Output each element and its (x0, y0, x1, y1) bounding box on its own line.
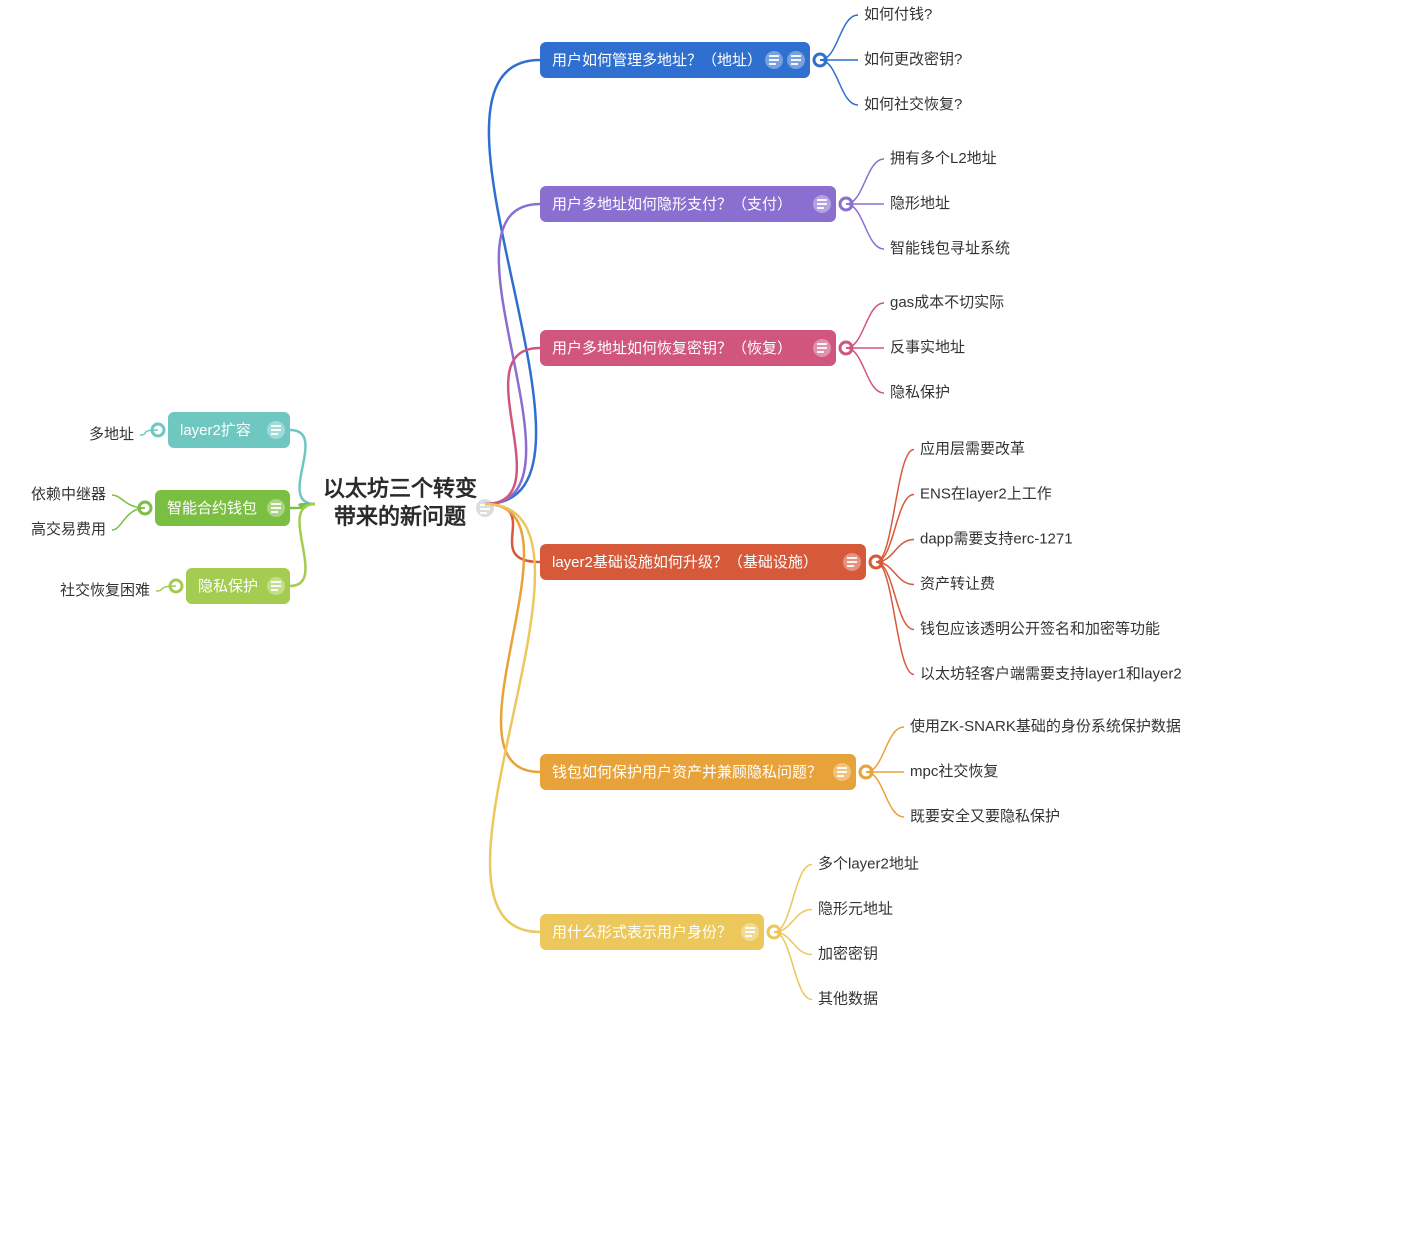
branch-label: 用户如何管理多地址？（地址） (552, 52, 762, 69)
leaf-connector (846, 303, 884, 348)
leaf-label: 如何付钱? (864, 6, 932, 23)
mindmap-canvas: 以太坊三个转变带来的新问题 layer2扩容 多地址智能合约钱包 依赖中继器高交易费用… (0, 0, 1420, 1240)
center-node: 以太坊三个转变带来的新问题 (323, 476, 494, 529)
branch-smart-wallet[interactable]: 智能合约钱包 (155, 490, 290, 526)
leaf-label: 如何更改密钥? (864, 51, 962, 68)
leaf-connector (876, 562, 914, 675)
leaf-label: 依赖中继器 (31, 486, 106, 503)
leaf-label: 隐形地址 (890, 195, 950, 212)
branch-label: 隐私保护 (198, 578, 258, 595)
branch-label: 用户多地址如何恢复密钥？（恢复） (552, 339, 792, 357)
leaf-label: 多个layer2地址 (818, 855, 919, 872)
leaf-label: 隐形元地址 (818, 900, 893, 917)
leaf-label: gas成本不切实际 (890, 294, 1004, 311)
leaf-connector (846, 204, 884, 249)
leaf-label: 高交易费用 (31, 520, 106, 538)
leaf-label: mpc社交恢复 (910, 762, 998, 780)
branch-addr[interactable]: 用户如何管理多地址？（地址） (540, 42, 810, 78)
branch-label: layer2扩容 (180, 422, 251, 439)
leaf-label: 资产转让费 (920, 575, 995, 592)
leaf-label: ENS在layer2上工作 (920, 485, 1052, 502)
branch-pay[interactable]: 用户多地址如何隐形支付？（支付） (540, 186, 836, 222)
branch-identity[interactable]: 用什么形式表示用户身份？ (540, 914, 764, 950)
leaf-connector (866, 727, 904, 772)
leaf-label: 智能钱包寻址系统 (890, 239, 1010, 257)
leaf-label: 反事实地址 (890, 339, 965, 356)
leaf-label: dapp需要支持erc-1271 (920, 530, 1073, 547)
leaf-connector (846, 159, 884, 204)
leaf-label: 既要安全又要隐私保护 (910, 807, 1060, 825)
leaf-label: 以太坊轻客户端需要支持layer1和layer2 (920, 665, 1182, 682)
leaf-label: 如何社交恢复? (864, 95, 962, 113)
leaf-label: 多地址 (89, 426, 134, 443)
branch-connector (290, 430, 315, 504)
branch-connector (485, 348, 540, 504)
branch-connector (485, 204, 540, 504)
branch-label: 用户多地址如何隐形支付？（支付） (552, 196, 792, 213)
leaf-connector (866, 772, 904, 817)
branch-wallet-privacy[interactable]: 钱包如何保护用户资产并兼顾隐私问题？ (540, 754, 856, 790)
branch-label: 智能合约钱包 (167, 499, 257, 517)
leaf-label: 应用层需要改革 (920, 439, 1025, 457)
leaf-label: 拥有多个L2地址 (890, 150, 997, 167)
branch-connector (290, 504, 315, 586)
branch-recover[interactable]: 用户多地址如何恢复密钥？（恢复） (540, 330, 836, 366)
leaf-label: 使用ZK-SNARK基础的身份系统保护数据 (910, 718, 1181, 735)
leaf-connector (820, 60, 858, 105)
branch-infra[interactable]: layer2基础设施如何升级？（基础设施） (540, 544, 866, 580)
leaf-label: 隐私保护 (890, 384, 950, 401)
branch-label: layer2基础设施如何升级？（基础设施） (552, 554, 818, 571)
branch-layer2[interactable]: layer2扩容 (168, 412, 290, 448)
branch-label: 钱包如何保护用户资产并兼顾隐私问题？ (552, 764, 822, 781)
leaf-label: 加密密钥 (818, 945, 878, 962)
svg-text:带来的新问题: 带来的新问题 (334, 504, 467, 529)
branch-connector (485, 60, 540, 504)
leaf-connector (846, 348, 884, 393)
leaf-label: 社交恢复困难 (60, 581, 150, 599)
branch-label: 用什么形式表示用户身份？ (552, 924, 732, 941)
leaf-connector (820, 15, 858, 60)
leaf-label: 钱包应该透明公开签名和加密等功能 (920, 619, 1160, 637)
svg-text:以太坊三个转变: 以太坊三个转变 (323, 476, 477, 501)
branch-privacy[interactable]: 隐私保护 (186, 568, 290, 604)
leaf-connector (876, 450, 914, 563)
leaf-label: 其他数据 (818, 990, 878, 1007)
branch-connector (485, 504, 540, 932)
